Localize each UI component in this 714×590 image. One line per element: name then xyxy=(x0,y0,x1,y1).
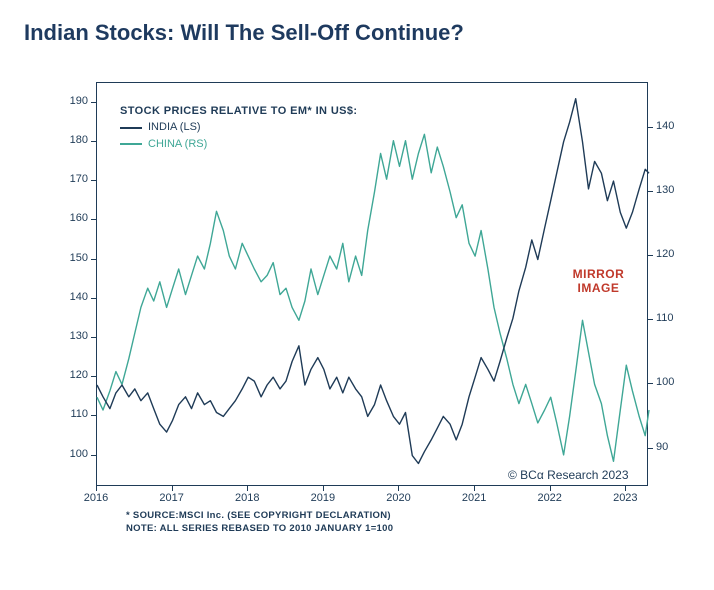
y-left-tick-label: 100 xyxy=(28,448,88,460)
legend: STOCK PRICES RELATIVE TO EM* IN US$: IND… xyxy=(120,104,358,152)
legend-row-china: CHINA (RS) xyxy=(120,137,358,152)
page-title: Indian Stocks: Will The Sell-Off Continu… xyxy=(24,20,690,46)
y-right-tick-label: 90 xyxy=(656,441,706,453)
legend-row-india: INDIA (LS) xyxy=(120,120,358,135)
x-tick-label: 2017 xyxy=(159,492,183,504)
y-left-tick-label: 170 xyxy=(28,173,88,185)
x-tick-label: 2016 xyxy=(84,492,108,504)
legend-heading: STOCK PRICES RELATIVE TO EM* IN US$: xyxy=(120,104,358,119)
copyright-text: © BCα Research 2023 xyxy=(508,468,629,482)
legend-label-india: INDIA (LS) xyxy=(148,120,201,135)
chart-container: STOCK PRICES RELATIVE TO EM* IN US$: IND… xyxy=(28,68,688,548)
y-left-tick-label: 190 xyxy=(28,95,88,107)
x-tick-label: 2023 xyxy=(613,492,637,504)
y-right-tick-label: 140 xyxy=(656,120,706,132)
x-tick-label: 2021 xyxy=(462,492,486,504)
y-left-tick-label: 150 xyxy=(28,252,88,264)
x-tick-label: 2022 xyxy=(537,492,561,504)
mirror-image-annotation: MIRRORIMAGE xyxy=(573,268,625,296)
y-left-tick-label: 120 xyxy=(28,369,88,381)
y-right-tick-label: 130 xyxy=(656,184,706,196)
legend-label-china: CHINA (RS) xyxy=(148,137,207,152)
y-right-tick-label: 120 xyxy=(656,248,706,260)
y-left-tick-label: 110 xyxy=(28,408,88,420)
x-tick-label: 2019 xyxy=(311,492,335,504)
footnote-text: * SOURCE:MSCI Inc. (SEE COPYRIGHT DECLAR… xyxy=(126,510,393,536)
y-left-tick-label: 130 xyxy=(28,330,88,342)
x-tick-label: 2018 xyxy=(235,492,259,504)
legend-swatch-china xyxy=(120,143,142,145)
legend-swatch-india xyxy=(120,127,142,129)
y-left-tick-label: 160 xyxy=(28,212,88,224)
x-tick-label: 2020 xyxy=(386,492,410,504)
y-left-tick-label: 140 xyxy=(28,291,88,303)
y-left-tick-label: 180 xyxy=(28,134,88,146)
y-right-tick-label: 100 xyxy=(656,376,706,388)
y-right-tick-label: 110 xyxy=(656,312,706,324)
